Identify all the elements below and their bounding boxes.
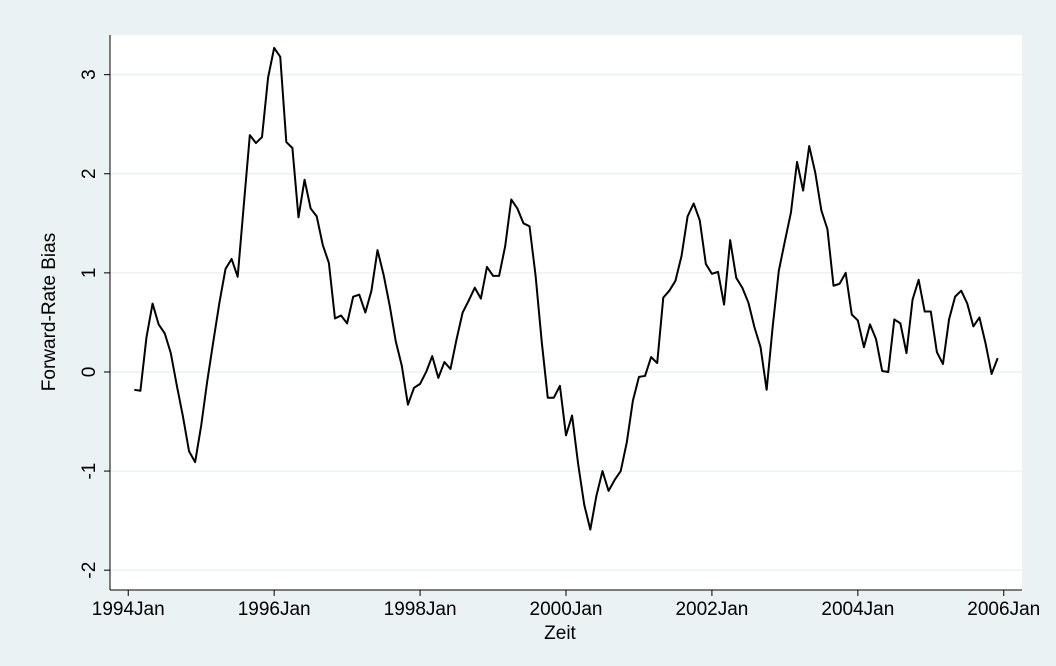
plot-area: [110, 35, 1022, 590]
x-tick-label: 2004Jan: [821, 599, 894, 620]
y-axis-title: Forward-Rate Bias: [39, 233, 60, 391]
y-tick-label: -2: [79, 562, 100, 579]
x-axis-title: Zeit: [544, 623, 576, 644]
x-tick-label: 1994Jan: [92, 599, 165, 620]
data-line: [134, 46, 999, 531]
x-tick-label: 1998Jan: [384, 599, 457, 620]
y-tick-label: 1: [79, 268, 100, 279]
x-tick-label: 2002Jan: [675, 599, 748, 620]
y-tick-label: 3: [79, 69, 100, 80]
y-tick-label: 2: [79, 168, 100, 179]
x-tick-label: 1996Jan: [238, 599, 311, 620]
x-tick-label: 2000Jan: [530, 599, 603, 620]
x-tick-label: 2006Jan: [967, 599, 1040, 620]
y-tick-label: 0: [79, 367, 100, 378]
y-tick-label: -1: [79, 463, 100, 480]
